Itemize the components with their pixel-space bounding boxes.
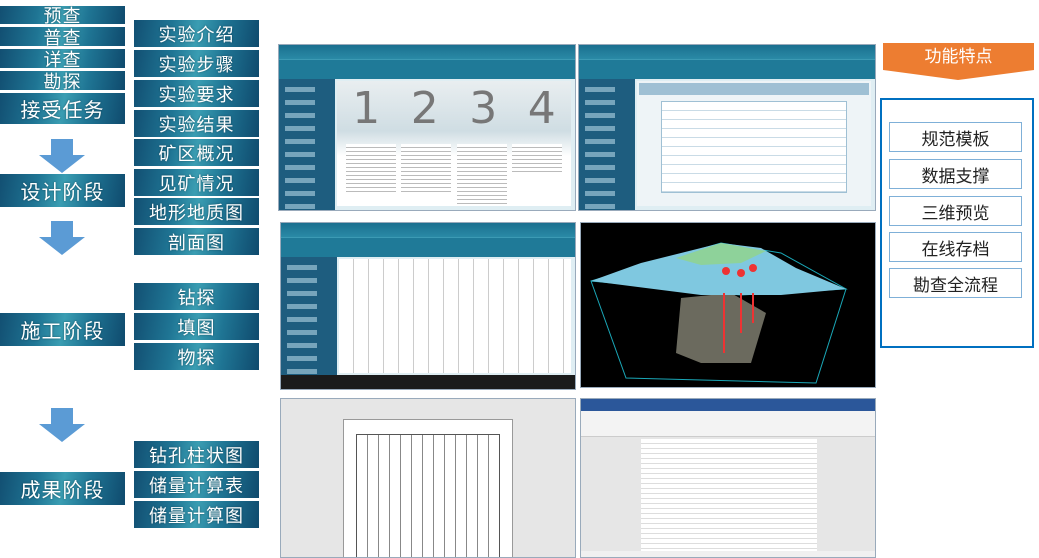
- construction-item: 钻探: [134, 283, 259, 310]
- stage-detailed: 详查: [0, 49, 125, 71]
- design-item: 实验介绍: [134, 20, 259, 47]
- step-digit: 2: [410, 83, 439, 134]
- result-item: 储量计算图: [134, 501, 259, 528]
- stage-design: 设计阶段: [0, 174, 125, 207]
- stage-construction: 施工阶段: [0, 313, 125, 346]
- stage-preliminary: 预查: [0, 6, 125, 27]
- design-item: 地形地质图: [134, 198, 259, 225]
- screenshot-file-list: [578, 44, 876, 211]
- screenshot-data-table: [280, 222, 576, 390]
- construction-item: 填图: [134, 313, 259, 340]
- design-item: 见矿情况: [134, 169, 259, 196]
- construction-item: 物探: [134, 343, 259, 370]
- features-title: 功能特点: [924, 47, 993, 67]
- screenshot-3d-terrain: [580, 222, 876, 388]
- result-item: 钻孔柱状图: [134, 441, 259, 468]
- features-banner: 功能特点: [883, 43, 1034, 83]
- step-digit: 3: [469, 83, 498, 134]
- screenshot-borehole-log: [280, 398, 576, 558]
- feature-item: 勘查全流程: [889, 268, 1022, 298]
- stage-results: 成果阶段: [0, 472, 125, 505]
- stage-exploration: 勘探: [0, 71, 125, 93]
- screenshot-word-report: [580, 398, 876, 558]
- down-arrow-icon: [39, 139, 85, 173]
- feature-item: 在线存档: [889, 232, 1022, 262]
- stage-receive-task: 接受任务: [0, 93, 125, 124]
- design-item: 矿区概况: [134, 139, 259, 166]
- design-item: 实验步骤: [134, 50, 259, 77]
- stage-general: 普查: [0, 27, 125, 49]
- feature-item: 三维预览: [889, 196, 1022, 226]
- design-item: 实验要求: [134, 80, 259, 107]
- step-digit: 1: [352, 83, 381, 134]
- result-item: 储量计算表: [134, 471, 259, 498]
- design-item: 剖面图: [134, 228, 259, 255]
- features-frame: [880, 98, 1034, 348]
- design-item: 实验结果: [134, 110, 259, 137]
- down-arrow-icon: [39, 408, 85, 442]
- screenshot-experiment-intro: 1 2 3 4: [278, 44, 576, 211]
- step-digit: 4: [527, 83, 556, 134]
- down-arrow-icon: [39, 221, 85, 255]
- feature-item: 数据支撑: [889, 159, 1022, 189]
- feature-item: 规范模板: [889, 122, 1022, 152]
